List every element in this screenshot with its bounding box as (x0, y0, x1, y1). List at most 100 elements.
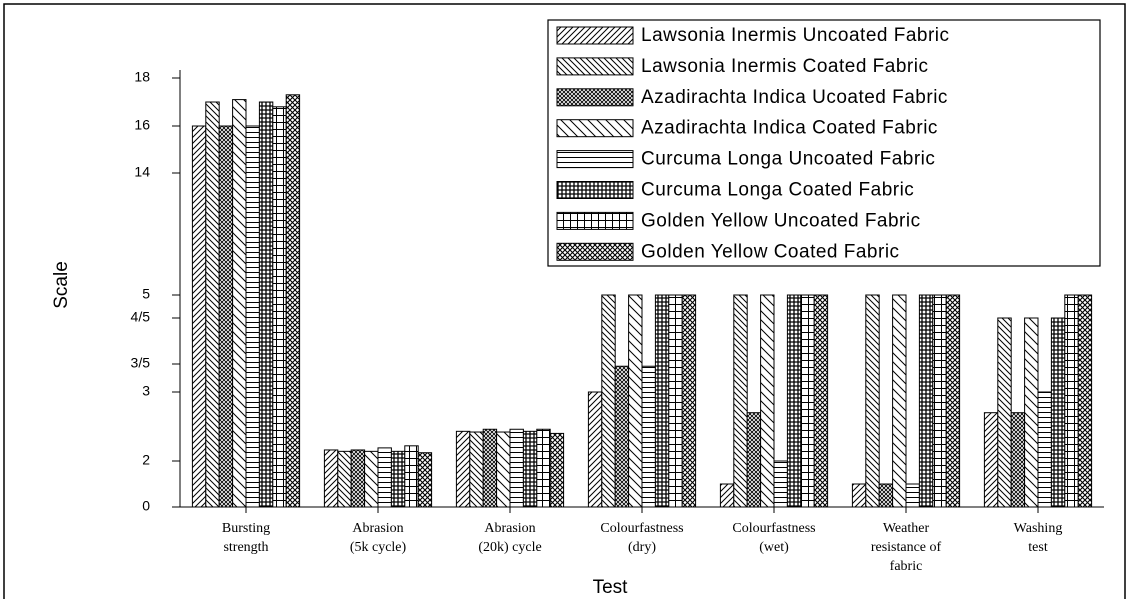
bar (851, 483, 867, 508)
frame (3, 3, 1126, 599)
x-tick-label: Washing test (1014, 521, 1063, 555)
bar (865, 294, 880, 508)
x-tick-label-line: Weather (883, 521, 930, 536)
bar (733, 294, 748, 508)
bar (522, 430, 538, 508)
bar (536, 428, 551, 508)
legend-label: Curcuma Longa Uncoated Fabric (641, 149, 935, 170)
y-tick-label: 5 (142, 286, 150, 302)
bar (323, 449, 339, 508)
x-tick-label: Abrasion (5k cycle) (350, 521, 407, 555)
x-tick-label-line: Abrasion (484, 521, 535, 536)
legend-swatch (556, 211, 634, 230)
bar (191, 125, 207, 508)
x-tick-label-line: test (1028, 540, 1048, 555)
y-tick-label: 18 (134, 69, 150, 85)
bar (1064, 294, 1079, 508)
legend-label: Lawsonia Inermis Uncoated Fabric (641, 25, 950, 46)
bar (786, 294, 802, 508)
legend-label: Azadirachta Indica Coated Fabric (641, 118, 938, 139)
y-tick-label: 16 (134, 117, 150, 133)
bar (587, 391, 603, 508)
y-tick-label: 14 (134, 164, 150, 180)
bar (905, 483, 920, 508)
legend-swatch (556, 26, 634, 45)
bar (760, 294, 775, 508)
x-tick-label-line: (dry) (628, 540, 656, 555)
bar (932, 294, 947, 508)
bar (918, 294, 934, 508)
bar (377, 447, 392, 508)
bar (390, 450, 406, 508)
legend-box (547, 19, 1101, 267)
bar (482, 428, 498, 508)
bar (455, 430, 471, 508)
legend-label: Lawsonia Inermis Coated Fabric (641, 56, 928, 77)
x-tick-label-line: (20k) cycle (478, 540, 541, 555)
x-tick-label-line: Colourfastness (600, 521, 683, 536)
bar (509, 428, 524, 508)
bar (232, 99, 247, 508)
bar (878, 483, 894, 508)
x-tick-label-line: (wet) (759, 540, 789, 555)
legend-label: Golden Yellow Uncoated Fabric (641, 210, 921, 231)
bar (719, 483, 735, 508)
bar (892, 294, 907, 508)
bar (404, 445, 419, 508)
bar (601, 294, 616, 508)
bar (1024, 317, 1039, 508)
legend-label: Golden Yellow Coated Fabric (641, 241, 900, 262)
bar (997, 317, 1012, 508)
legend-swatch (556, 242, 634, 261)
y-tick-label: 0 (142, 498, 150, 514)
x-tick-label: Abrasion (20k) cycle (478, 521, 541, 555)
bar (496, 431, 511, 508)
bar (983, 412, 999, 508)
bar (945, 294, 961, 508)
legend-label: Azadirachta Indica Ucoated Fabric (641, 87, 948, 108)
x-tick-label-line: resistance of (871, 540, 942, 555)
bar (549, 432, 565, 508)
x-tick-label: Bursting strength (222, 521, 270, 555)
x-tick-label: Weather resistance of fabric (871, 521, 942, 574)
bar (469, 431, 484, 508)
legend-label: Curcuma Longa Coated Fabric (641, 180, 914, 201)
y-axis-label: Scale (51, 261, 72, 309)
bar (628, 294, 643, 508)
x-tick-label-line: strength (223, 540, 268, 555)
bar (1077, 294, 1093, 508)
bar (773, 460, 788, 508)
x-tick-label-line: Washing (1014, 521, 1063, 536)
bar (614, 365, 630, 508)
x-tick-label-line: Abrasion (352, 521, 403, 536)
bar (1037, 391, 1052, 508)
bar (258, 101, 274, 508)
bar (1010, 412, 1026, 508)
x-tick-label-line: (5k cycle) (350, 540, 407, 555)
bar (668, 294, 683, 508)
y-tick-label: 3/5 (131, 355, 151, 371)
y-tick-label: 4/5 (131, 309, 151, 325)
legend-swatch (556, 88, 634, 107)
bar (800, 294, 815, 508)
bar (654, 294, 670, 508)
bar (746, 412, 762, 508)
x-tick-label-line: fabric (890, 559, 923, 574)
bar (417, 452, 433, 508)
x-tick-label: Colourfastness (wet) (732, 521, 815, 555)
y-tick-label: 3 (142, 383, 150, 399)
y-tick-label: 2 (142, 452, 150, 468)
bar (337, 450, 352, 508)
legend-swatch (556, 57, 634, 76)
bar (205, 101, 220, 508)
x-tick-label: Colourfastness (dry) (600, 521, 683, 555)
x-axis-label: Test (593, 577, 629, 598)
legend-swatch (556, 150, 634, 169)
bar (218, 125, 234, 508)
bar (813, 294, 829, 508)
x-tick-label-line: Bursting (222, 521, 270, 536)
bar (285, 94, 301, 508)
x-tick-label-line: Colourfastness (732, 521, 815, 536)
